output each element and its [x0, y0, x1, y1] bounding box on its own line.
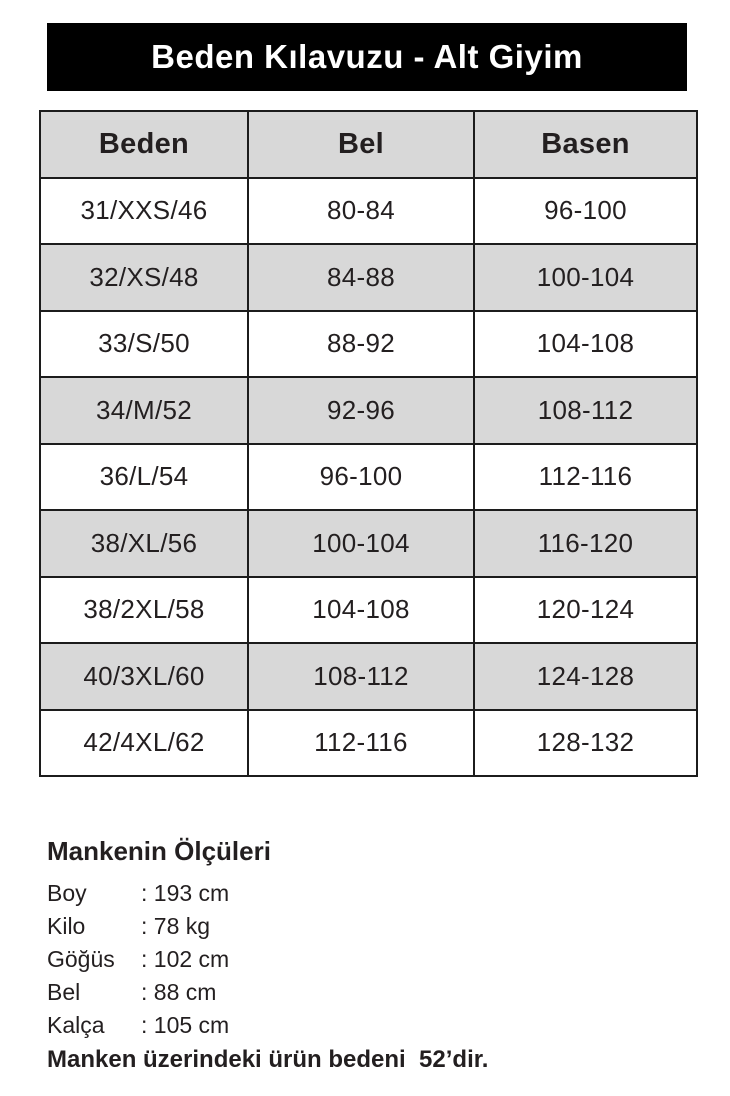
cell-basen: 108-112	[473, 376, 698, 445]
measurement-row: Kalça : 105 cm	[47, 1009, 647, 1042]
measurement-label: Kalça	[47, 1012, 105, 1038]
cell-beden: 38/XL/56	[39, 509, 249, 578]
measurement-row: Kilo : 78 kg	[47, 910, 647, 943]
measurement-value: : 102 cm	[141, 946, 230, 972]
table-row: 34/M/52 92-96 108-112	[39, 376, 698, 445]
cell-bel: 112-116	[247, 708, 475, 777]
cell-beden: 32/XS/48	[39, 243, 249, 312]
cell-basen: 100-104	[473, 243, 698, 312]
measurement-value: : 88 cm	[141, 979, 217, 1005]
cell-beden: 40/3XL/60	[39, 642, 249, 711]
table-row: 33/S/50 88-92 104-108	[39, 309, 698, 378]
cell-beden: 42/4XL/62	[39, 708, 249, 777]
page-title: Beden Kılavuzu - Alt Giyim	[47, 23, 687, 91]
measurement-value: : 105 cm	[141, 1012, 230, 1038]
cell-basen: 120-124	[473, 575, 698, 644]
model-measurements-heading: Mankenin Ölçüleri	[47, 836, 271, 866]
measurement-label: Boy	[47, 880, 87, 906]
measurement-label: Kilo	[47, 913, 86, 939]
cell-basen: 124-128	[473, 642, 698, 711]
measurement-label: Bel	[47, 979, 81, 1005]
measurement-row: Boy : 193 cm	[47, 877, 647, 910]
measurement-row: Göğüs : 102 cm	[47, 943, 647, 976]
measurement-row: Bel : 88 cm	[47, 976, 647, 1009]
cell-bel: 84-88	[247, 243, 475, 312]
column-header-bel: Bel	[247, 110, 475, 179]
cell-basen: 112-116	[473, 442, 698, 511]
table-header-row: Beden Bel Basen	[39, 110, 698, 179]
cell-bel: 88-92	[247, 309, 475, 378]
cell-bel: 80-84	[247, 176, 475, 245]
cell-basen: 104-108	[473, 309, 698, 378]
cell-beden: 33/S/50	[39, 309, 249, 378]
cell-beden: 31/XXS/46	[39, 176, 249, 245]
cell-basen: 116-120	[473, 509, 698, 578]
cell-bel: 100-104	[247, 509, 475, 578]
model-measurements-section: Mankenin Ölçüleri Boy : 193 cm Kilo : 78…	[47, 836, 647, 1077]
table-row: 36/L/54 96-100 112-116	[39, 442, 698, 511]
cell-basen: 96-100	[473, 176, 698, 245]
cell-bel: 96-100	[247, 442, 475, 511]
cell-bel: 92-96	[247, 376, 475, 445]
cell-bel: 108-112	[247, 642, 475, 711]
measurement-value: : 193 cm	[141, 880, 230, 906]
table-row: 38/2XL/58 104-108 120-124	[39, 575, 698, 644]
table-row: 32/XS/48 84-88 100-104	[39, 243, 698, 312]
table-row: 38/XL/56 100-104 116-120	[39, 509, 698, 578]
column-header-basen: Basen	[473, 110, 698, 179]
table-row: 42/4XL/62 112-116 128-132	[39, 708, 698, 777]
measurement-value: : 78 kg	[141, 913, 211, 939]
measurement-label: Göğüs	[47, 946, 115, 972]
cell-bel: 104-108	[247, 575, 475, 644]
table-row: 31/XXS/46 80-84 96-100	[39, 176, 698, 245]
cell-beden: 34/M/52	[39, 376, 249, 445]
cell-beden: 38/2XL/58	[39, 575, 249, 644]
product-size-note: Manken üzerindeki ürün bedeni 52’dir.	[47, 1046, 489, 1073]
table-row: 40/3XL/60 108-112 124-128	[39, 642, 698, 711]
size-table: Beden Bel Basen 31/XXS/46 80-84 96-100 3…	[39, 110, 698, 777]
cell-beden: 36/L/54	[39, 442, 249, 511]
cell-basen: 128-132	[473, 708, 698, 777]
column-header-beden: Beden	[39, 110, 249, 179]
